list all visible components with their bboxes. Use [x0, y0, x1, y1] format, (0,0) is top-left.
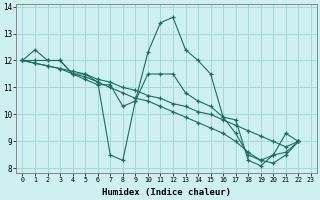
X-axis label: Humidex (Indice chaleur): Humidex (Indice chaleur) [102, 188, 231, 197]
